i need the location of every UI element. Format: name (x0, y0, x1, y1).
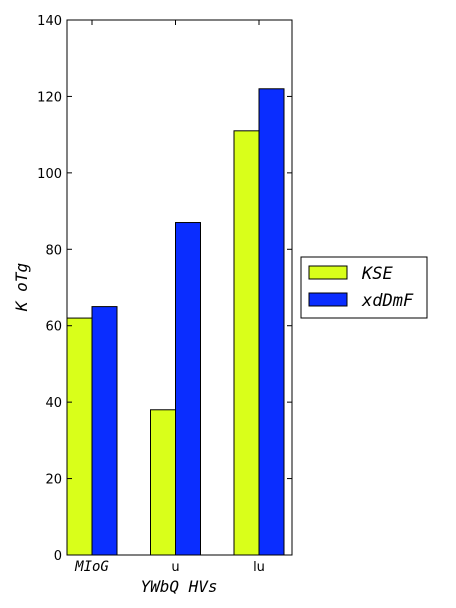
bars-group (66, 88, 285, 556)
legend-swatch-xddmf (308, 292, 348, 307)
y-axis: 0 20 40 60 80 100 120 140 (37, 14, 292, 564)
bar-xddmf-u (175, 222, 201, 556)
y-tick-label: 20 (45, 473, 62, 488)
y-tick-label: 80 (45, 243, 62, 258)
bar-xddmf-miog (91, 306, 118, 556)
bar-kse-u (150, 409, 176, 556)
y-tick-label: 40 (45, 396, 62, 411)
bar-kse-miog (66, 317, 93, 556)
legend-label-kse: KSE (361, 264, 393, 284)
y-tick-label: 140 (37, 14, 62, 29)
x-tick-label: u (171, 560, 179, 575)
bar-xddmf-lu (258, 88, 285, 556)
bar-kse-lu (233, 130, 260, 556)
x-tick-label: lu (253, 560, 265, 575)
y-tick-label: 0 (54, 549, 62, 564)
x-axis-label: YWbQ HVs (140, 577, 217, 596)
legend-label-xddmf: xdDmF (361, 291, 414, 311)
plot-area-frame (66, 19, 293, 556)
y-tick-label: 100 (37, 167, 62, 182)
x-axis: MIoG u lu (74, 20, 265, 575)
legend-swatch-kse (308, 265, 348, 280)
y-axis-label: K oTg (12, 263, 31, 312)
x-tick-label: MIoG (74, 559, 109, 575)
y-tick-label: 120 (37, 90, 62, 105)
y-tick-label: 60 (45, 320, 62, 335)
legend: KSE xdDmF (300, 256, 428, 319)
